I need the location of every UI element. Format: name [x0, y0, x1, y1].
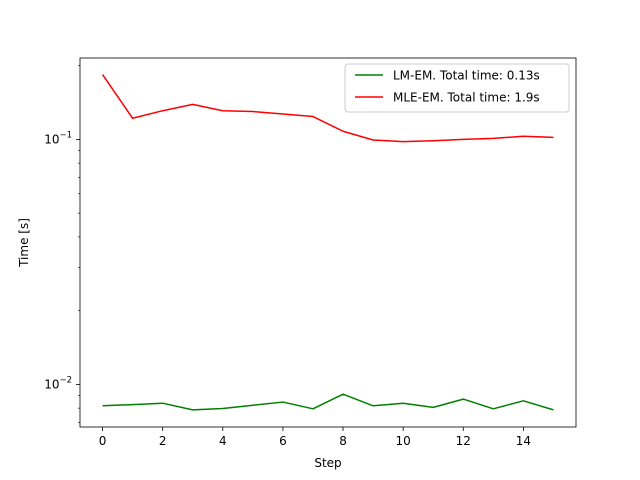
x-tick-label: 8 — [339, 434, 347, 448]
y-axis-label: Time [s] — [17, 218, 31, 268]
y-tick-label: 10−2 — [44, 375, 72, 391]
legend-label-mle-em: MLE-EM. Total time: 1.9s — [393, 91, 540, 105]
plot-frame — [79, 57, 577, 428]
x-axis-label: Step — [314, 456, 341, 470]
x-tick-label: 6 — [279, 434, 287, 448]
legend-frame — [344, 63, 570, 113]
x-axis-ticks: 0 2 4 6 8 10 12 14 — [99, 427, 531, 448]
x-tick-label: 10 — [396, 434, 411, 448]
x-tick-label: 4 — [219, 434, 227, 448]
series-line-mle-em — [101, 74, 554, 143]
x-tick-label: 2 — [159, 434, 167, 448]
legend: LM-EM. Total time: 0.13s MLE-EM. Total t… — [344, 63, 570, 113]
y-axis-ticks: 10−2 10−1 — [44, 65, 80, 423]
plot-area — [80, 58, 576, 427]
series-line-lm-em — [102, 393, 554, 411]
x-tick-label: 14 — [516, 434, 531, 448]
series-layer — [101, 74, 554, 411]
x-tick-label: 12 — [456, 434, 471, 448]
legend-label-lm-em: LM-EM. Total time: 0.13s — [393, 69, 540, 83]
x-tick-label: 0 — [99, 434, 107, 448]
y-tick-label: 10−1 — [44, 130, 72, 146]
